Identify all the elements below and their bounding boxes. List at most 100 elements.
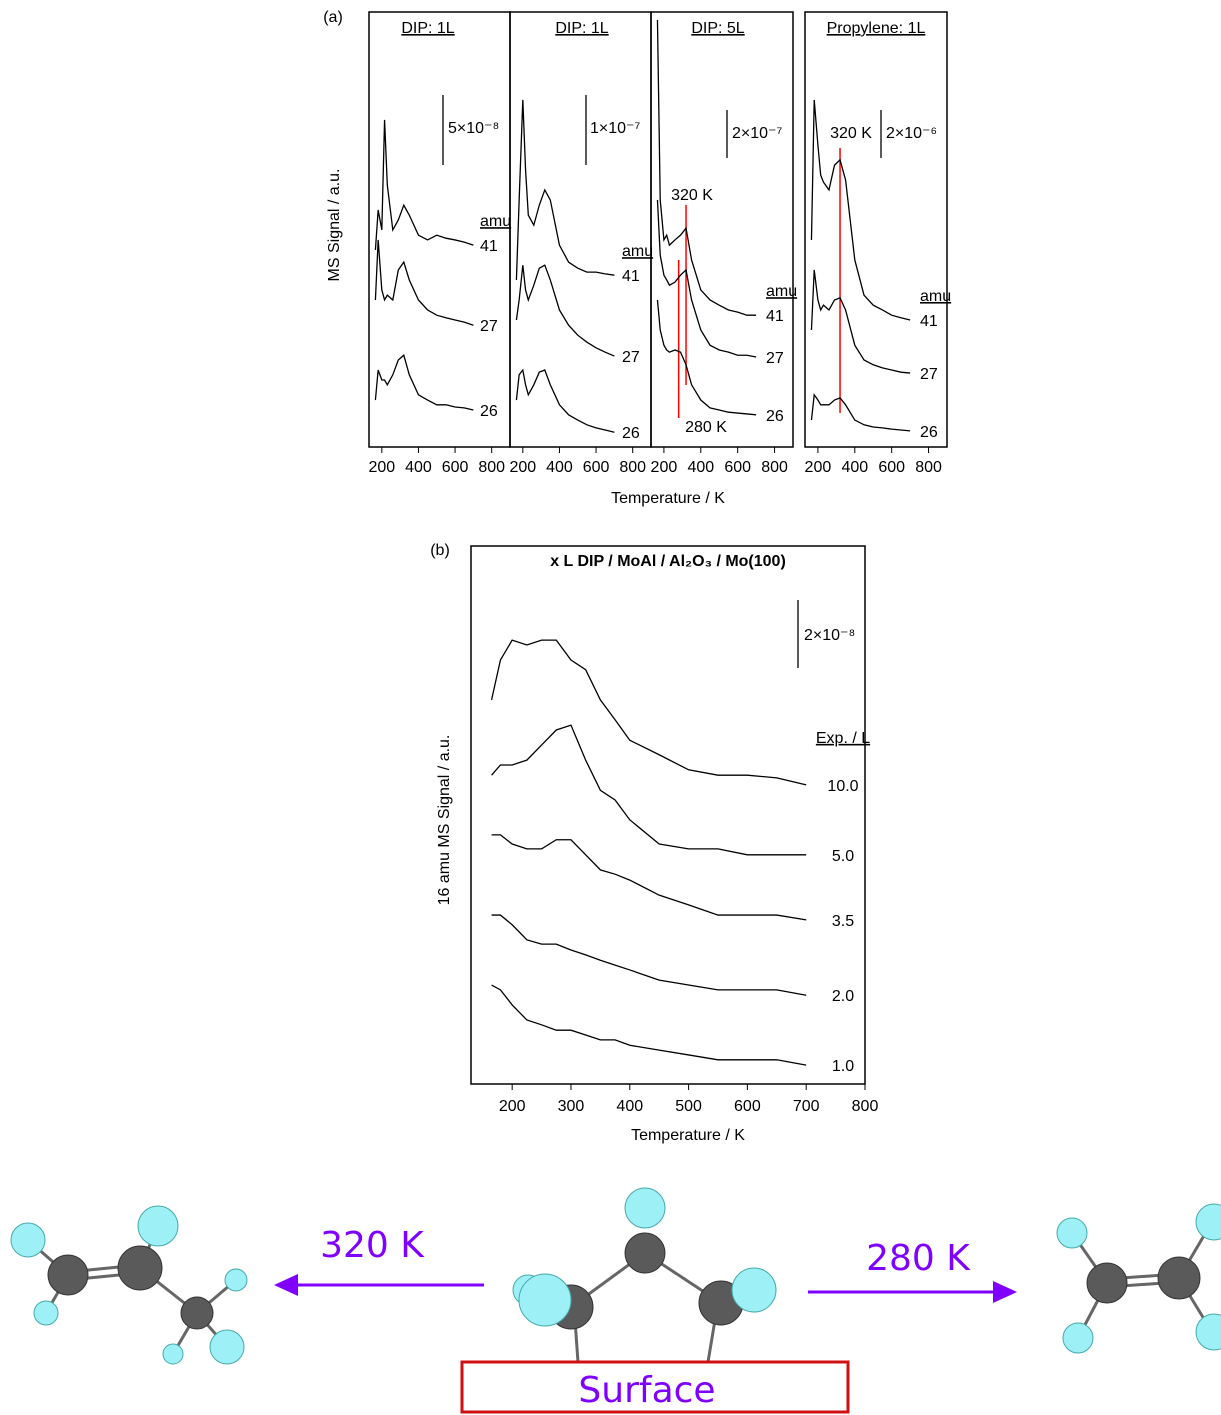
- x-tick-label: 600: [734, 1098, 761, 1115]
- scale-bar-label: 5×10⁻⁸: [448, 120, 499, 137]
- legend-label: 41: [480, 238, 498, 255]
- legend-label: 41: [920, 313, 938, 330]
- x-tick-label: 200: [499, 1098, 526, 1115]
- legend-label: 2.0: [832, 988, 854, 1005]
- chart-title: DIP: 1L: [555, 20, 608, 37]
- x-tick-label: 400: [405, 459, 432, 476]
- x-tick-label: 800: [619, 459, 646, 476]
- hydrogen-atom: [210, 1330, 244, 1364]
- data-line: [516, 265, 614, 356]
- legend-label: 41: [766, 308, 784, 325]
- hydrogen-atom: [163, 1344, 183, 1364]
- data-line: [811, 395, 910, 431]
- legend-label: 26: [622, 425, 640, 442]
- x-tick-label: 800: [761, 459, 788, 476]
- legend-label: 27: [766, 350, 784, 367]
- y-axis-label: 16 amu MS Signal / a.u.: [436, 735, 453, 906]
- legend-label: 27: [622, 349, 640, 366]
- hydrogen-atom: [11, 1223, 45, 1257]
- panel-label: (a): [323, 9, 343, 26]
- data-line: [375, 240, 473, 325]
- x-tick-label: 600: [583, 459, 610, 476]
- legend-label: 3.5: [832, 913, 854, 930]
- data-line: [516, 370, 614, 432]
- scale-bar-label: 2×10⁻⁷: [732, 125, 782, 142]
- marker-label: 320 K: [671, 187, 713, 204]
- x-tick-label: 200: [805, 459, 832, 476]
- arrow-head: [993, 1281, 1017, 1303]
- x-tick-label: 200: [509, 459, 536, 476]
- data-line: [492, 725, 807, 855]
- legend-label: 26: [766, 408, 784, 425]
- hydrogen-atom: [1057, 1218, 1087, 1248]
- data-line: [657, 300, 756, 415]
- arrow-head: [274, 1274, 298, 1296]
- hydrogen-atom: [519, 1274, 571, 1326]
- hydrogen-atom: [138, 1206, 178, 1246]
- carbon-atom: [1087, 1263, 1127, 1303]
- chart-panel: DIP: 1L 200 400 600 800 (a) MS Signal / a.u. Te…: [323, 9, 725, 507]
- carbon-atom: [181, 1297, 213, 1329]
- carbon-atom: [625, 1233, 665, 1273]
- x-tick-label: 800: [478, 459, 505, 476]
- legend-label: 1.0: [832, 1058, 854, 1075]
- x-tick-label: 800: [852, 1098, 879, 1115]
- plot-frame: [510, 12, 651, 447]
- data-line: [657, 20, 756, 315]
- hydrogen-atom: [34, 1301, 58, 1325]
- arrow-label: 280 K: [866, 1238, 971, 1279]
- legend-label: 41: [622, 268, 640, 285]
- x-tick-label: 600: [442, 459, 469, 476]
- data-line: [375, 120, 473, 250]
- x-tick-label: 600: [724, 459, 751, 476]
- hydrogen-atom: [1196, 1204, 1221, 1240]
- reaction-diagram: 320 K Surface 280 K: [11, 1188, 1221, 1412]
- data-line: [492, 640, 807, 785]
- hydrogen-atom: [225, 1269, 247, 1291]
- hydrogen-atom: [1063, 1323, 1093, 1353]
- x-tick-label: 700: [793, 1098, 820, 1115]
- legend-label: 27: [480, 318, 498, 335]
- carbon-atom: [48, 1255, 88, 1295]
- x-tick-label: 200: [651, 459, 678, 476]
- chart-title: DIP: 1L: [401, 20, 454, 37]
- data-line: [375, 355, 473, 410]
- data-line: [492, 915, 807, 995]
- x-tick-label: 400: [687, 459, 714, 476]
- plot-frame: [651, 12, 793, 447]
- marker-label: 320 K: [830, 125, 872, 142]
- x-axis-label: Temperature / K: [611, 490, 725, 507]
- legend-title: Exp. / L: [816, 730, 870, 747]
- x-axis-label: Temperature / K: [631, 1127, 745, 1144]
- chart-title: DIP: 5L: [691, 20, 744, 37]
- hydrogen-atom: [625, 1188, 665, 1228]
- x-tick-label: 200: [368, 459, 395, 476]
- legend-label: 5.0: [832, 848, 854, 865]
- chart-title: Propylene: 1L: [827, 20, 926, 37]
- data-line: [657, 200, 756, 357]
- x-tick-label: 800: [915, 459, 942, 476]
- legend-title: amu: [622, 243, 653, 260]
- arrow-label: 320 K: [320, 1225, 425, 1266]
- carbon-atom: [1158, 1257, 1200, 1299]
- surface-label: Surface: [578, 1370, 715, 1411]
- scale-bar-label: 2×10⁻⁸: [804, 627, 855, 644]
- panel-label: (b): [430, 542, 450, 559]
- y-axis-label: MS Signal / a.u.: [326, 169, 343, 282]
- legend-label: 27: [920, 366, 938, 383]
- bond: [708, 1320, 715, 1362]
- legend-title: amu: [766, 283, 797, 300]
- data-line: [492, 835, 807, 920]
- x-tick-label: 400: [546, 459, 573, 476]
- scale-bar-label: 2×10⁻⁶: [886, 125, 937, 142]
- x-tick-label: 500: [675, 1098, 702, 1115]
- legend-label: 26: [920, 424, 938, 441]
- x-tick-label: 400: [841, 459, 868, 476]
- legend-title: amu: [480, 213, 511, 230]
- hydrogen-atom: [1196, 1314, 1221, 1350]
- chart-title: x L DIP / MoAl / Al₂O₃ / Mo(100): [550, 553, 786, 570]
- x-tick-label: 300: [558, 1098, 585, 1115]
